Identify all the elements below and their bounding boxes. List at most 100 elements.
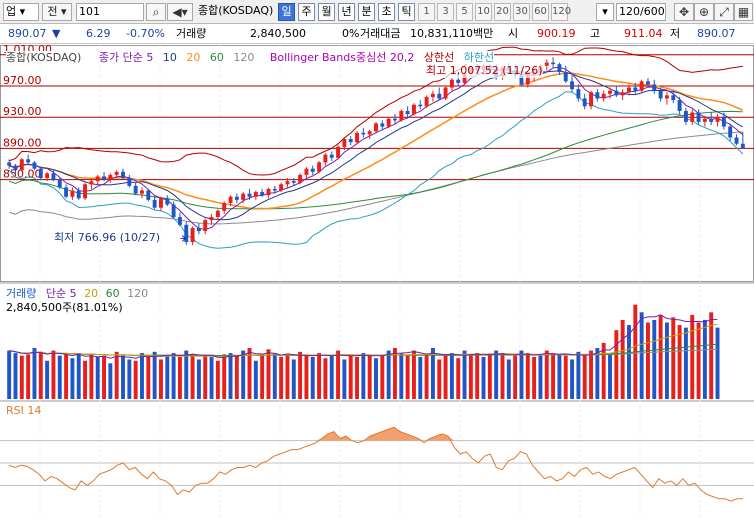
interval-dropdown[interactable]: ▾ [596,3,614,21]
interval-button-60[interactable]: 60 [532,3,549,21]
candle [298,174,303,183]
volume-label: 거래량 [176,27,207,40]
candle [683,110,688,122]
search-icon[interactable]: ⌕ [146,3,166,21]
volume-bar [589,350,594,399]
volume-bar [196,359,201,399]
candle [45,173,50,179]
volume-bar [418,356,423,399]
zoom-icon[interactable]: ⤢ [714,3,734,21]
code-input[interactable]: 101 [76,3,144,21]
prev-label: 전 [47,5,58,18]
volume-bar [171,353,176,399]
y-axis-label: 970.00 [3,74,42,87]
legend-ma120: 120 [233,51,255,64]
candle [89,181,94,185]
volume-bar [570,359,575,399]
tab-period-5[interactable]: 초 [378,3,395,21]
candle [310,168,315,172]
candle [690,112,695,122]
volume-bar [127,359,132,399]
candle [114,171,119,175]
volume-ma-prefix: 단순 [45,287,67,300]
volume-bar [285,354,290,399]
volume-bar [399,353,404,399]
candle [551,62,556,65]
speaker-icon[interactable]: ◀▾ [167,3,193,21]
interval-button-1[interactable]: 1 [418,3,435,21]
high-value: 911.04 [624,27,663,40]
candle [32,162,37,169]
count-display: 120/600 [616,3,666,21]
low-annotation: 최저 766.96 (10/27) [54,231,161,244]
interval-button-30[interactable]: 30 [513,3,530,21]
candle [595,92,600,99]
interval-button-10[interactable]: 10 [475,3,492,21]
y-axis-label: 890.00 [3,136,42,149]
volume-bar [121,355,125,399]
volume-bar [525,353,530,399]
candle [285,181,290,185]
tab-period-2[interactable]: 월 [318,3,335,21]
candle [158,198,163,208]
candle [348,139,353,143]
candle [582,98,587,107]
tab-period-1[interactable]: 주 [298,3,315,21]
candle [329,154,334,158]
volume-legend: 거래량 단순 5 20 60 120 [6,287,148,300]
candle [304,168,309,175]
candle [639,81,644,91]
volume-bar [500,353,505,399]
volume-bar [304,355,309,399]
candle [190,227,195,242]
volume-bar [234,355,239,399]
volume-bar [487,354,492,399]
rsi-title: RSI 14 [6,404,42,417]
volume-bar [544,350,549,399]
candle [544,62,549,66]
low-label: 저 [670,27,681,40]
volume-bar [658,314,663,399]
candle [184,224,189,242]
volume-bar [70,358,75,399]
ma20-line [8,72,744,210]
volume-bar [215,360,220,399]
volume-bar [13,353,18,399]
fit-icon[interactable]: ⊕ [694,3,714,21]
ma120-line [9,131,743,225]
expand-icon[interactable]: ✥ [674,3,694,21]
volume-bar [266,349,271,399]
interval-button-5[interactable]: 5 [456,3,473,21]
ma10-line [9,70,744,221]
bollinger-lower-line [8,91,744,249]
legend-bb: Bollinger Bands중심선 20,2 [269,51,415,64]
candle [658,90,663,99]
tab-period-4[interactable]: 분 [358,3,375,21]
candle [437,93,442,99]
candle [411,104,416,115]
rsi-line [8,426,743,502]
volume-bar [95,356,100,399]
candle [102,176,106,180]
tab-period-0[interactable]: 일 [278,3,295,21]
prev-button[interactable]: 전 ▾ [42,3,72,21]
candle [740,143,745,149]
volume-bar [114,351,119,399]
candle [614,90,619,96]
volume-bar [601,342,606,399]
settings-icon[interactable]: ▦ [734,3,753,21]
volume-bar [664,322,669,399]
tab-period-6[interactable]: 틱 [398,3,415,21]
volume-bar [51,350,56,399]
interval-button-120[interactable]: 120 [551,3,571,21]
tab-period-3[interactable]: 년 [338,3,355,21]
volume-bar [468,355,473,399]
interval-button-3[interactable]: 3 [437,3,454,21]
volume-bar [57,355,62,399]
market-select[interactable]: 업 ▾ [3,3,39,21]
volume-bar [519,350,524,399]
interval-button-20[interactable]: 20 [494,3,511,21]
volume-percent: 0% [342,27,360,40]
volume-bar [361,353,366,399]
